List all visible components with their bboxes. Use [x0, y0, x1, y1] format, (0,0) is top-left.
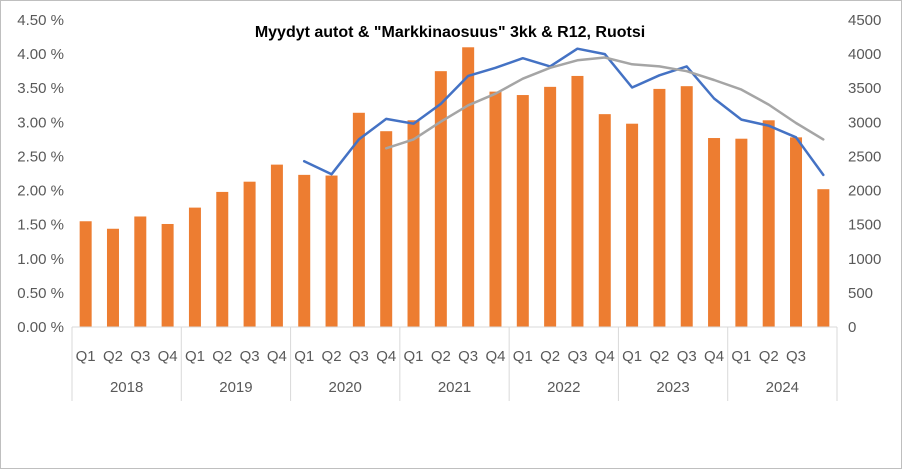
x-tick-label-year: 2020	[329, 379, 362, 396]
bar-Q4	[708, 138, 721, 327]
x-tick-label-year: 2022	[547, 379, 580, 396]
x-tick-label-quarter: Q3	[786, 348, 806, 365]
y-right-tick-label: 3000	[848, 114, 881, 131]
y-left-tick-label: 4.50 %	[17, 12, 64, 29]
x-tick-label-quarter: Q2	[649, 348, 669, 365]
x-tick-label-quarter: Q4	[704, 348, 724, 365]
bar-Q4	[380, 131, 393, 327]
bar-Q1	[79, 221, 92, 327]
bar-Q3	[352, 112, 365, 327]
bar-series	[79, 47, 830, 328]
x-tick-label-year: 2018	[110, 379, 143, 396]
x-tick-label-quarter: Q3	[458, 348, 478, 365]
y-left-tick-label: 3.00 %	[17, 114, 64, 131]
bar-Q2	[653, 88, 666, 327]
x-tick-label-year: 2019	[219, 379, 252, 396]
line-series-2	[384, 56, 825, 150]
y-left-tick-label: 0.00 %	[17, 319, 64, 336]
chart-title: Myydyt autot & "Markkinaosuus" 3kk & R12…	[255, 24, 645, 41]
y-left-tick-label: 2.50 %	[17, 148, 64, 165]
y-right-tick-label: 0	[848, 319, 856, 336]
y-left-tick-label: 1.50 %	[17, 217, 64, 234]
y-right-tick-label: 1000	[848, 251, 881, 268]
y-right-tick-label: 500	[848, 285, 873, 302]
y-right-tick-label: 2000	[848, 183, 881, 200]
x-tick-label-quarter: Q4	[267, 348, 287, 365]
x-tick-label-quarter: Q3	[349, 348, 369, 365]
x-tick-label-quarter: Q1	[76, 348, 96, 365]
bar-Q1	[298, 174, 311, 327]
bar-Q2	[762, 120, 775, 327]
bar-Q2	[325, 175, 338, 327]
x-tick-label-quarter: Q4	[485, 348, 505, 365]
y-left-tick-label: 0.50 %	[17, 285, 64, 302]
bar-Q4	[489, 91, 502, 327]
bar-Q3	[134, 216, 147, 327]
bar-Q4	[598, 114, 611, 327]
bar-Q1	[407, 120, 420, 327]
y-right-tick-label: 1500	[848, 217, 881, 234]
bar-Q2	[216, 191, 229, 327]
x-tick-label-year: 2024	[766, 379, 799, 396]
line-series-1	[302, 47, 825, 177]
bar-Q1	[735, 138, 748, 327]
x-tick-label-quarter: Q1	[294, 348, 314, 365]
x-tick-label-quarter: Q1	[731, 348, 751, 365]
x-tick-label-quarter: Q1	[404, 348, 424, 365]
x-tick-label-quarter: Q1	[185, 348, 205, 365]
y-right-tick-label: 2500	[848, 148, 881, 165]
x-tick-label-quarter: Q3	[567, 348, 587, 365]
x-tick-label-quarter: Q2	[212, 348, 232, 365]
bar-Q1	[516, 95, 529, 328]
bar-Q3	[680, 86, 693, 327]
y-left-tick-label: 4.00 %	[17, 46, 64, 63]
x-tick-label-quarter: Q4	[158, 348, 178, 365]
x-tick-label-quarter: Q2	[322, 348, 342, 365]
x-tick-label-year: 2023	[656, 379, 689, 396]
x-tick-label-quarter: Q4	[376, 348, 396, 365]
y-left-tick-label: 2.00 %	[17, 183, 64, 200]
bar-Q3	[462, 47, 475, 328]
y-right-tick-label: 3500	[848, 80, 881, 97]
bar-Q1	[626, 123, 639, 327]
x-tick-label-quarter: Q2	[431, 348, 451, 365]
x-tick-label-quarter: Q3	[240, 348, 260, 365]
bar-Q4	[161, 223, 174, 327]
bar-Q2	[106, 228, 119, 327]
x-tick-label-quarter: Q4	[595, 348, 615, 365]
bar-Q2	[434, 71, 447, 328]
bar-Q3	[790, 137, 803, 327]
bar-Q1	[188, 207, 201, 327]
x-tick-label-quarter: Q3	[677, 348, 697, 365]
x-tick-label-quarter: Q2	[103, 348, 123, 365]
bar-Q2	[544, 86, 557, 327]
x-tick-label-quarter: Q2	[540, 348, 560, 365]
x-tick-label-year: 2021	[438, 379, 471, 396]
bar-	[817, 189, 830, 327]
y-left-tick-label: 3.50 %	[17, 80, 64, 97]
bar-Q4	[270, 164, 283, 327]
x-tick-label-quarter: Q2	[759, 348, 779, 365]
axes: 0.00 % 0.50 % 1.00 % 1.50 % 2.00 % 2.50 % 3.00…	[17, 12, 881, 401]
line-series	[302, 47, 825, 177]
y-right-tick-label: 4500	[848, 12, 881, 29]
x-tick-label-quarter: Q1	[513, 348, 533, 365]
bar-Q3	[571, 75, 584, 327]
y-left-tick-label: 1.00 %	[17, 251, 64, 268]
x-tick-label-quarter: Q3	[130, 348, 150, 365]
x-tick-label-quarter: Q1	[622, 348, 642, 365]
y-right-tick-label: 4000	[848, 46, 881, 63]
bar-Q3	[243, 181, 256, 327]
